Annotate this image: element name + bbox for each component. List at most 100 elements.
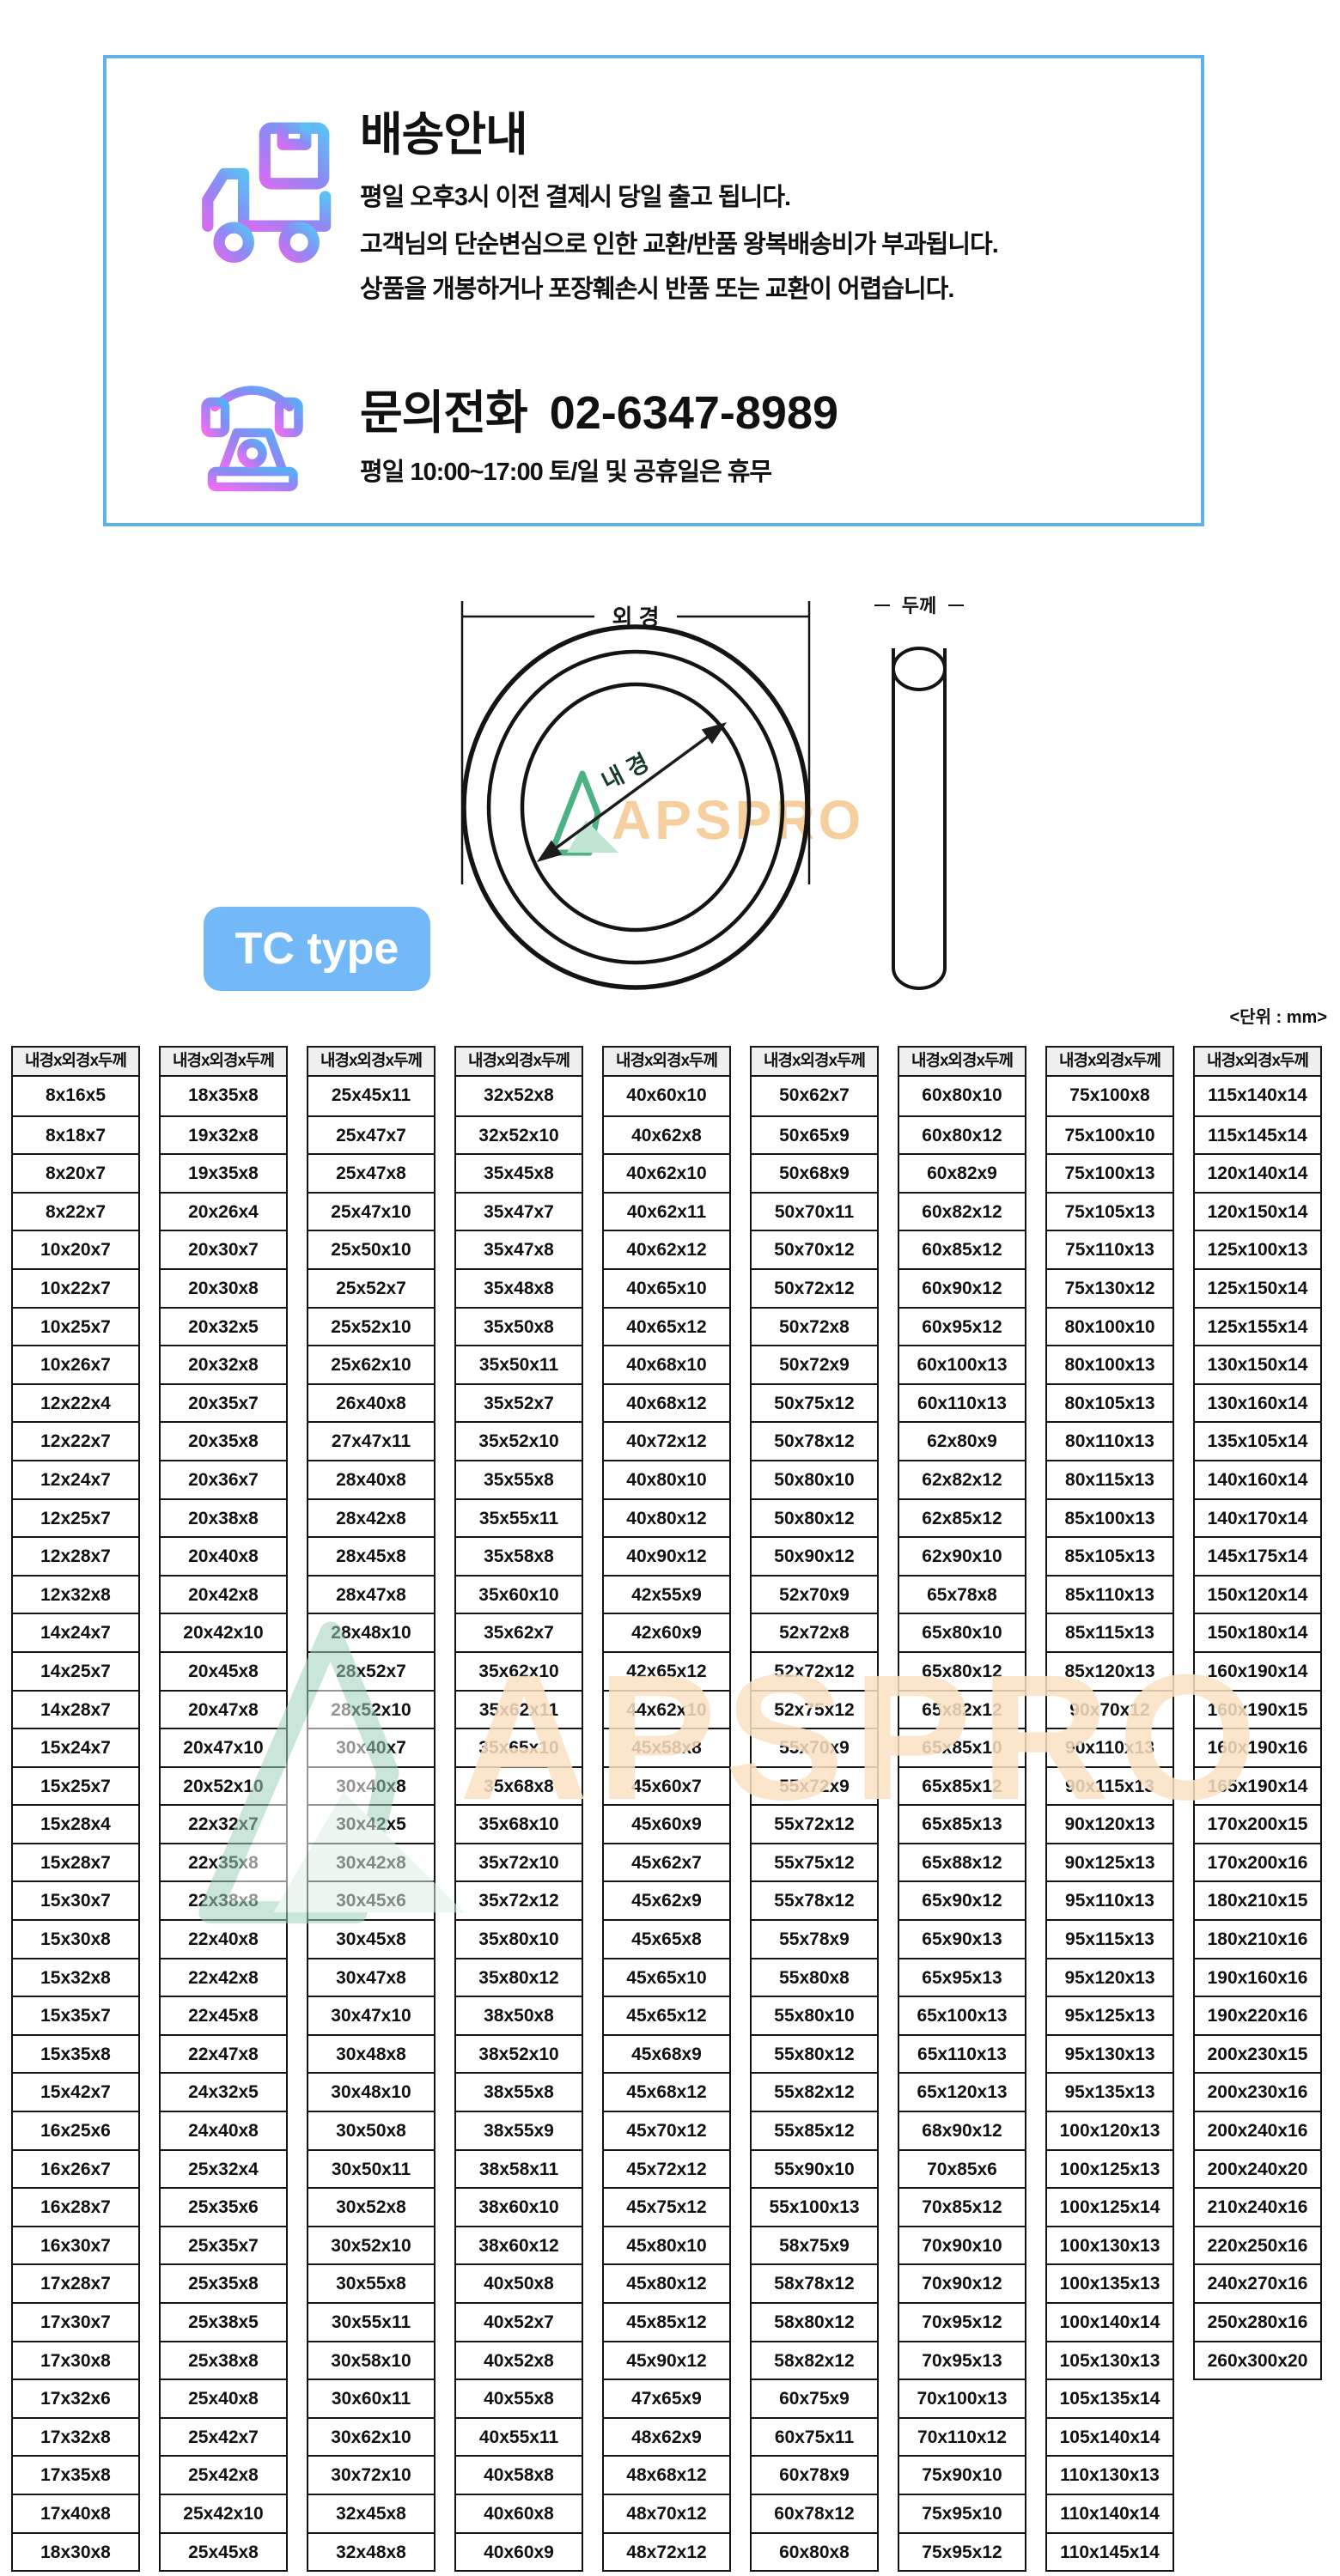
size-cell: 42x65x12 [604,1650,729,1690]
size-cell: 160x190x15 [1195,1689,1320,1728]
size-cell: 25x35x6 [161,2187,286,2226]
size-cell: 30x47x10 [308,1996,434,2034]
size-cell: 55x80x10 [752,1996,877,2034]
size-cell: 85x105x13 [1047,1536,1172,1575]
size-cell: 45x75x12 [604,2187,729,2226]
phone-hours: 평일 10:00~17:00 토/일 및 공휴일은 휴무 [360,459,772,486]
size-cell: 35x80x12 [456,1957,582,1996]
size-cell: 45x65x10 [604,1957,729,1996]
size-cell: 30x45x6 [308,1880,434,1919]
size-cell: 12x22x7 [13,1421,138,1460]
size-cell: 50x68x9 [752,1153,877,1192]
size-column-8: 내경x외경x두께 75x100x8 75x100x10 75x100x13 75x105… [1045,1046,1174,2573]
size-cell: 32x48x8 [308,2531,434,2571]
size-cell: 130x160x14 [1195,1382,1320,1422]
size-cell: 105x140x14 [1047,2416,1172,2456]
size-column-2: 내경x외경x두께 18x35x8 19x32x8 19x35x8 20x26x4 20x3… [159,1046,288,2573]
size-cell: 65x95x13 [899,1957,1025,1996]
size-cell: 15x30x7 [13,1880,138,1919]
size-cell: 35x50x11 [456,1345,582,1383]
size-cell: 45x68x9 [604,2033,729,2073]
size-cell: 25x62x10 [308,1345,434,1383]
phone-label: 문의전화 [360,387,528,439]
size-cell: 40x55x8 [456,2379,582,2417]
size-cell: 20x42x8 [161,1574,286,1613]
size-cell: 42x60x9 [604,1613,729,1651]
size-cell: 35x72x12 [456,1880,582,1919]
size-cell: 40x62x8 [604,1115,729,1154]
size-cell: 24x40x8 [161,2111,286,2149]
phone-icon [201,386,303,492]
size-cell: 30x45x8 [308,1919,434,1958]
size-cell: 20x38x8 [161,1498,286,1537]
size-cell: 20x35x7 [161,1382,286,1422]
size-cell: 30x58x10 [308,2340,434,2379]
size-cell: 60x100x13 [899,1345,1025,1383]
size-cell: 25x45x8 [161,2531,286,2571]
size-cell: 180x210x16 [1195,1919,1320,1958]
size-cell: 15x35x8 [13,2033,138,2073]
size-cell: 50x80x10 [752,1459,877,1498]
size-cell: 190x220x16 [1195,1996,1320,2034]
size-cell: 60x85x12 [899,1230,1025,1268]
size-cell: 105x135x14 [1047,2379,1172,2417]
size-cell: 22x35x8 [161,1842,286,1881]
size-cell: 115x145x14 [1195,1115,1320,1154]
size-column-4: 내경x외경x두께 32x52x8 32x52x10 35x45x8 35x47x7 35x… [454,1046,583,2573]
size-cell: 40x62x10 [604,1153,729,1192]
phone-number: 02-6347-8989 [549,387,839,439]
size-cell: 28x52x10 [308,1689,434,1728]
size-cell: 62x90x10 [899,1536,1025,1575]
size-cell: 38x60x12 [456,2225,582,2264]
size-cell: 35x72x10 [456,1842,582,1881]
size-cell: 25x47x8 [308,1153,434,1192]
size-cell: 25x45x11 [331,1085,411,1105]
size-cell: 40x60x8 [456,2493,582,2532]
size-cell: 52x72x8 [752,1613,877,1651]
size-cell: 165x190x14 [1195,1765,1320,1805]
size-cell: 130x150x14 [1195,1345,1320,1383]
size-cell: 22x38x8 [161,1880,286,1919]
size-cell: 90x115x13 [1047,1765,1172,1805]
size-cell: 20x40x8 [161,1536,286,1575]
size-cell: 35x52x7 [456,1382,582,1422]
size-cell: 95x115x13 [1047,1919,1172,1958]
size-cell: 40x68x10 [604,1345,729,1383]
size-cell: 45x80x12 [604,2263,729,2302]
size-cell: 75x110x13 [1047,1230,1172,1268]
size-cell: 12x28x7 [13,1536,138,1575]
size-cell: 12x24x7 [13,1459,138,1498]
size-cell: 55x80x8 [752,1957,877,1996]
size-cell: 45x65x8 [604,1919,729,1958]
size-cell: 80x115x13 [1047,1459,1172,1498]
size-cell: 30x40x7 [308,1728,434,1766]
size-cell: 95x120x13 [1047,1957,1172,1996]
size-cell: 17x28x7 [13,2263,138,2302]
size-cell: 18x30x8 [13,2531,138,2571]
size-cell: 30x50x8 [308,2111,434,2149]
size-cell: 200x230x15 [1195,2033,1320,2073]
size-cell: 85x115x13 [1047,1613,1172,1651]
size-cell: 30x62x10 [308,2416,434,2456]
size-cell: 38x55x9 [456,2111,582,2149]
size-cell: 12x32x8 [13,1574,138,1613]
size-cell: 48x68x12 [604,2455,729,2494]
shipping-info-banner: 배송안내 평일 오후3시 이전 결제시 당일 출고 됩니다. 고객님의 단순변심… [103,55,1204,526]
size-cell: 65x82x12 [899,1689,1025,1728]
size-cell: 58x82x12 [752,2340,877,2379]
size-cell: 22x45x8 [161,1996,286,2034]
size-cell: 75x105x13 [1047,1191,1172,1230]
size-cell: 25x42x10 [161,2493,286,2532]
size-cell: 65x80x10 [899,1613,1025,1651]
size-cell: 90x70x12 [1047,1689,1172,1728]
size-cell: 30x48x8 [308,2033,434,2073]
size-cell: 150x120x14 [1195,1574,1320,1613]
size-cell: 16x28x7 [13,2187,138,2226]
size-cell: 14x25x7 [13,1650,138,1690]
size-cell: 125x150x14 [1195,1267,1320,1307]
size-cell: 28x45x8 [308,1536,434,1575]
size-cell: 70x90x10 [899,2225,1025,2264]
size-cell: 200x230x16 [1195,2072,1320,2111]
size-cell: 90x110x13 [1047,1728,1172,1766]
size-cell: 30x50x11 [308,2148,434,2188]
